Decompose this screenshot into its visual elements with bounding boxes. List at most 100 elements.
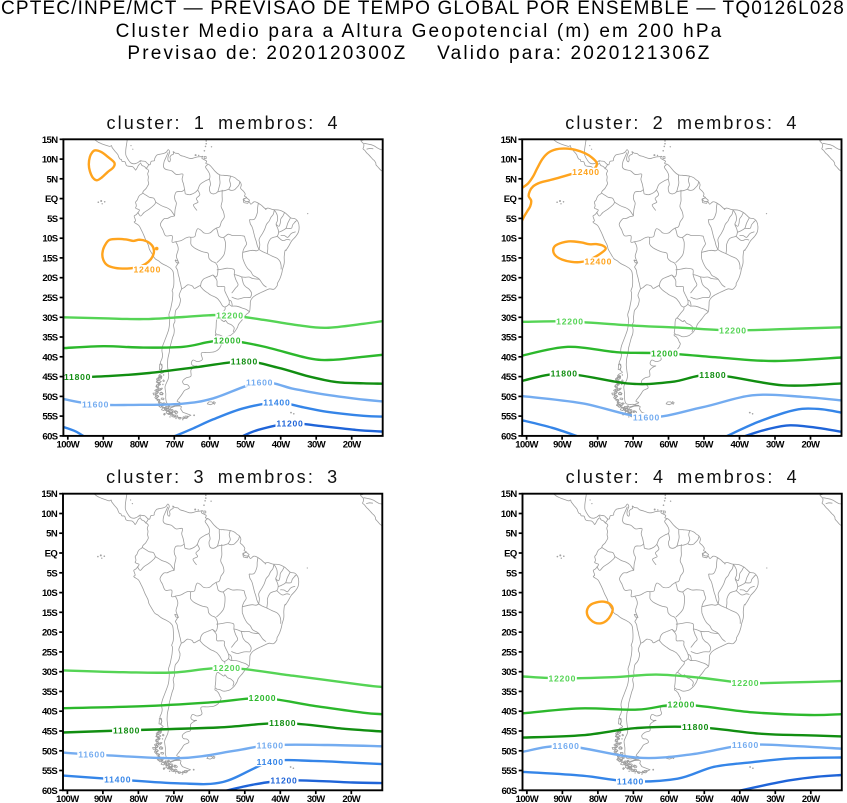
svg-text:40S: 40S (42, 352, 57, 363)
svg-text:20W: 20W (343, 440, 361, 451)
svg-text:60W: 60W (660, 440, 678, 451)
svg-text:11400: 11400 (257, 757, 284, 767)
svg-text:60W: 60W (200, 794, 218, 803)
svg-text:45S: 45S (42, 727, 57, 738)
svg-text:EQ: EQ (504, 549, 517, 560)
svg-text:11800: 11800 (113, 725, 140, 735)
svg-text:12400: 12400 (133, 264, 161, 274)
svg-text:10S: 10S (42, 588, 57, 599)
svg-text:55S: 55S (501, 766, 516, 777)
svg-text:90W: 90W (553, 440, 571, 451)
svg-text:EQ: EQ (45, 549, 58, 560)
svg-text:25S: 25S (501, 647, 516, 658)
svg-text:50S: 50S (501, 392, 516, 403)
svg-text:11800: 11800 (699, 370, 726, 380)
svg-text:cluster: 3 membros: 3: cluster: 3 membros: 3 (106, 467, 339, 487)
svg-text:40S: 40S (501, 352, 516, 363)
svg-text:5S: 5S (47, 568, 58, 579)
svg-text:70W: 70W (165, 794, 183, 803)
svg-text:11400: 11400 (104, 775, 131, 785)
svg-text:15S: 15S (42, 253, 57, 264)
svg-text:90W: 90W (94, 794, 112, 803)
svg-text:12200: 12200 (732, 678, 760, 688)
svg-text:50S: 50S (42, 746, 57, 757)
svg-text:12200: 12200 (213, 663, 241, 673)
svg-text:30S: 30S (501, 667, 516, 678)
svg-text:10N: 10N (41, 509, 57, 520)
svg-text:20W: 20W (342, 794, 360, 803)
svg-text:50S: 50S (501, 746, 516, 757)
svg-text:15N: 15N (501, 489, 517, 500)
svg-text:12000: 12000 (214, 335, 242, 345)
svg-text:90W: 90W (553, 794, 571, 803)
svg-text:20S: 20S (42, 273, 57, 284)
svg-text:30W: 30W (766, 440, 784, 451)
svg-text:10S: 10S (501, 234, 516, 245)
svg-text:12000: 12000 (667, 700, 695, 710)
svg-text:10N: 10N (501, 155, 517, 166)
svg-text:10N: 10N (501, 509, 517, 520)
svg-text:100W: 100W (515, 440, 538, 451)
svg-text:45S: 45S (42, 372, 57, 383)
svg-text:80W: 80W (589, 794, 607, 803)
svg-text:11400: 11400 (263, 398, 290, 408)
svg-text:12200: 12200 (719, 326, 747, 336)
svg-text:80W: 80W (130, 440, 148, 451)
svg-text:5N: 5N (47, 174, 59, 185)
svg-text:35S: 35S (42, 687, 57, 698)
svg-text:5N: 5N (506, 529, 518, 540)
svg-text:15N: 15N (501, 135, 517, 146)
svg-text:12200: 12200 (548, 674, 576, 684)
svg-text:60W: 60W (660, 794, 678, 803)
svg-text:cluster: 4 membros: 4: cluster: 4 membros: 4 (566, 467, 799, 487)
svg-text:11600: 11600 (82, 400, 109, 410)
svg-text:15S: 15S (501, 608, 516, 619)
svg-text:12400: 12400 (572, 167, 600, 177)
svg-text:40W: 40W (731, 794, 749, 803)
svg-text:15S: 15S (501, 253, 516, 264)
svg-text:10S: 10S (501, 588, 516, 599)
svg-text:5S: 5S (47, 214, 58, 225)
svg-text:12200: 12200 (556, 317, 584, 327)
svg-text:15N: 15N (42, 135, 58, 146)
svg-text:11200: 11200 (276, 419, 303, 429)
svg-text:12200: 12200 (216, 310, 244, 320)
svg-text:30W: 30W (307, 794, 325, 803)
svg-text:5N: 5N (505, 174, 517, 185)
svg-text:11600: 11600 (78, 750, 105, 760)
svg-text:12000: 12000 (651, 348, 679, 358)
svg-text:45S: 45S (501, 372, 516, 383)
svg-text:11600: 11600 (553, 741, 580, 751)
svg-text:40W: 40W (272, 440, 290, 451)
svg-text:11400: 11400 (617, 777, 644, 787)
svg-text:EQ: EQ (504, 194, 517, 205)
svg-text:55S: 55S (42, 766, 57, 777)
svg-text:40S: 40S (501, 707, 516, 718)
svg-text:35S: 35S (501, 333, 516, 344)
svg-text:10S: 10S (42, 234, 57, 245)
svg-text:25S: 25S (42, 647, 57, 658)
svg-text:80W: 80W (589, 440, 607, 451)
svg-text:40S: 40S (42, 707, 57, 718)
svg-text:11600: 11600 (732, 740, 759, 750)
svg-text:100W: 100W (56, 794, 79, 803)
svg-text:20S: 20S (42, 628, 57, 639)
svg-text:5S: 5S (506, 214, 517, 225)
svg-text:30W: 30W (766, 794, 784, 803)
svg-text:70W: 70W (165, 440, 183, 451)
svg-text:80W: 80W (129, 794, 147, 803)
svg-text:30S: 30S (501, 313, 516, 324)
svg-text:50W: 50W (695, 440, 713, 451)
svg-text:60S: 60S (42, 786, 57, 797)
svg-text:60W: 60W (201, 440, 219, 451)
svg-text:70W: 70W (624, 794, 642, 803)
svg-text:60S: 60S (42, 431, 57, 442)
svg-text:EQ: EQ (45, 194, 58, 205)
svg-text:cluster: 2 membros: 4: cluster: 2 membros: 4 (565, 113, 798, 133)
svg-text:20S: 20S (501, 628, 516, 639)
svg-text:50W: 50W (695, 794, 713, 803)
svg-text:55S: 55S (42, 412, 57, 423)
svg-text:30S: 30S (42, 313, 57, 324)
svg-text:20W: 20W (802, 794, 820, 803)
svg-text:30S: 30S (42, 667, 57, 678)
